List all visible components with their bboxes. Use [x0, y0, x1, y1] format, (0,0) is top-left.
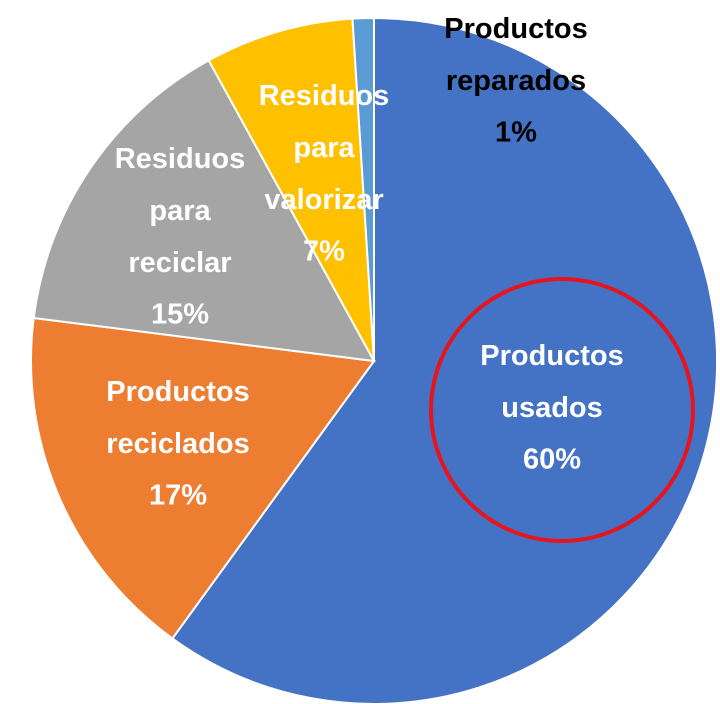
slice-value-label: 1% — [495, 117, 537, 149]
slice-name: Productos reciclados — [106, 376, 249, 460]
slice-name: Productos reparados — [444, 13, 587, 97]
labels: Productos usados 60% Productos reciclados 17%… — [106, 13, 623, 512]
slice-value-label: 15% — [151, 299, 209, 331]
slice-value-label: 17% — [149, 480, 207, 512]
slice-name: Productos usados — [480, 340, 623, 424]
pie-slice — [351, 16, 375, 362]
pie-slice — [207, 17, 375, 362]
slice-name: Residuos para valorizar — [259, 80, 390, 216]
pie-slice — [30, 316, 376, 640]
pie-slice — [32, 59, 376, 363]
slice-value-label: 7% — [303, 236, 345, 268]
slice-value-label: 60% — [523, 444, 581, 476]
pie-slice — [170, 16, 718, 704]
pie — [30, 16, 718, 704]
highlight-circle — [429, 277, 695, 543]
slice-name: Residuos para reciclar — [115, 143, 246, 279]
